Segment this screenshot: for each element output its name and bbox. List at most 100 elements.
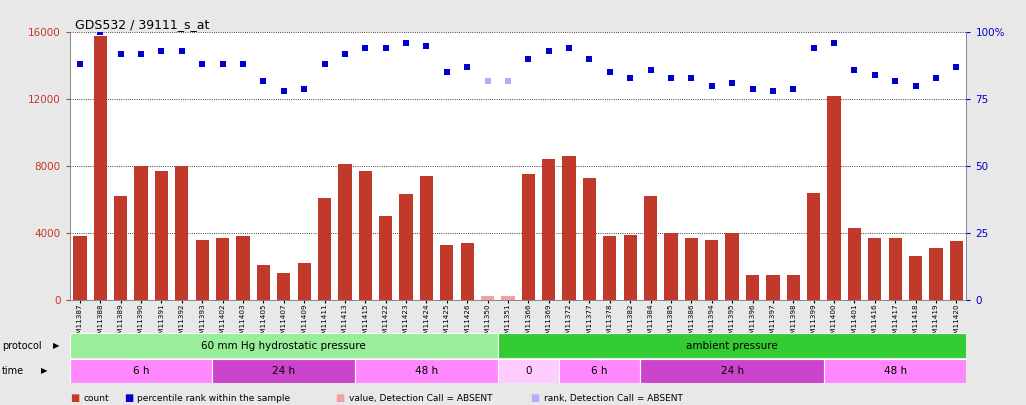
Text: 0: 0 bbox=[525, 366, 531, 376]
Bar bbox=[807, 193, 820, 300]
Point bbox=[235, 61, 251, 68]
Text: ■: ■ bbox=[336, 393, 345, 403]
Point bbox=[173, 48, 190, 54]
Point bbox=[744, 85, 760, 92]
Bar bbox=[175, 166, 189, 300]
Bar bbox=[542, 160, 555, 300]
Bar bbox=[559, 359, 640, 383]
Bar bbox=[644, 196, 658, 300]
Point bbox=[72, 61, 88, 68]
Bar bbox=[847, 228, 861, 300]
Point bbox=[194, 61, 210, 68]
Text: 6 h: 6 h bbox=[132, 366, 150, 376]
Bar bbox=[481, 296, 495, 300]
Text: percentile rank within the sample: percentile rank within the sample bbox=[137, 394, 290, 403]
Point bbox=[886, 77, 903, 84]
Bar bbox=[212, 359, 355, 383]
Point bbox=[479, 77, 496, 84]
Text: ■: ■ bbox=[70, 393, 79, 403]
Point bbox=[928, 75, 944, 81]
Text: 48 h: 48 h bbox=[415, 366, 438, 376]
Point bbox=[561, 45, 578, 52]
Bar bbox=[705, 240, 718, 300]
Bar bbox=[684, 238, 698, 300]
Bar bbox=[766, 275, 780, 300]
Bar bbox=[889, 238, 902, 300]
Text: 6 h: 6 h bbox=[591, 366, 607, 376]
Bar bbox=[461, 243, 474, 300]
Point bbox=[601, 69, 618, 76]
Bar bbox=[399, 194, 412, 300]
Point bbox=[805, 45, 822, 52]
Bar bbox=[824, 359, 966, 383]
Text: rank, Detection Call = ABSENT: rank, Detection Call = ABSENT bbox=[544, 394, 682, 403]
Point bbox=[398, 40, 415, 46]
Text: ▶: ▶ bbox=[41, 367, 47, 375]
Bar bbox=[339, 164, 352, 300]
Bar bbox=[70, 333, 498, 358]
Bar bbox=[498, 333, 966, 358]
Bar bbox=[827, 96, 840, 300]
Bar bbox=[665, 233, 677, 300]
Bar bbox=[583, 178, 596, 300]
Bar bbox=[787, 275, 800, 300]
Text: value, Detection Call = ABSENT: value, Detection Call = ABSENT bbox=[349, 394, 492, 403]
Point bbox=[867, 72, 883, 79]
Point bbox=[663, 75, 679, 81]
Bar bbox=[114, 196, 127, 300]
Text: ■: ■ bbox=[530, 393, 540, 403]
Point bbox=[642, 66, 659, 73]
Point bbox=[704, 83, 720, 89]
Bar bbox=[440, 245, 453, 300]
Bar bbox=[502, 296, 515, 300]
Point bbox=[255, 77, 272, 84]
Text: count: count bbox=[83, 394, 109, 403]
Bar bbox=[216, 238, 229, 300]
Bar bbox=[562, 156, 576, 300]
Bar bbox=[134, 166, 148, 300]
Point bbox=[133, 51, 150, 57]
Point bbox=[683, 75, 700, 81]
Bar bbox=[521, 175, 535, 300]
Bar bbox=[640, 359, 824, 383]
Bar bbox=[93, 36, 107, 300]
Bar bbox=[196, 240, 209, 300]
Text: 60 mm Hg hydrostatic pressure: 60 mm Hg hydrostatic pressure bbox=[201, 341, 366, 351]
Bar bbox=[318, 198, 331, 300]
Point bbox=[378, 45, 394, 52]
Bar bbox=[355, 359, 498, 383]
Point bbox=[500, 77, 516, 84]
Bar bbox=[746, 275, 759, 300]
Bar bbox=[70, 359, 212, 383]
Point bbox=[316, 61, 332, 68]
Text: GDS532 / 39111_s_at: GDS532 / 39111_s_at bbox=[75, 18, 209, 31]
Text: protocol: protocol bbox=[2, 341, 42, 351]
Bar bbox=[256, 264, 270, 300]
Bar bbox=[725, 233, 739, 300]
Bar bbox=[950, 241, 963, 300]
Bar bbox=[624, 234, 637, 300]
Text: time: time bbox=[2, 366, 25, 376]
Point bbox=[622, 75, 638, 81]
Text: ambient pressure: ambient pressure bbox=[686, 341, 778, 351]
Point bbox=[846, 66, 863, 73]
Bar bbox=[930, 248, 943, 300]
Point bbox=[276, 88, 292, 94]
Text: 48 h: 48 h bbox=[883, 366, 907, 376]
Point bbox=[764, 88, 781, 94]
Point bbox=[541, 48, 557, 54]
Point bbox=[113, 51, 129, 57]
Bar bbox=[868, 238, 881, 300]
Point bbox=[214, 61, 231, 68]
Point bbox=[153, 48, 169, 54]
Point bbox=[357, 45, 373, 52]
Bar bbox=[603, 236, 617, 300]
Bar bbox=[420, 176, 433, 300]
Bar bbox=[236, 236, 249, 300]
Bar bbox=[498, 359, 559, 383]
Point bbox=[582, 56, 598, 62]
Bar bbox=[298, 263, 311, 300]
Point bbox=[520, 56, 537, 62]
Point bbox=[438, 69, 455, 76]
Text: 24 h: 24 h bbox=[272, 366, 295, 376]
